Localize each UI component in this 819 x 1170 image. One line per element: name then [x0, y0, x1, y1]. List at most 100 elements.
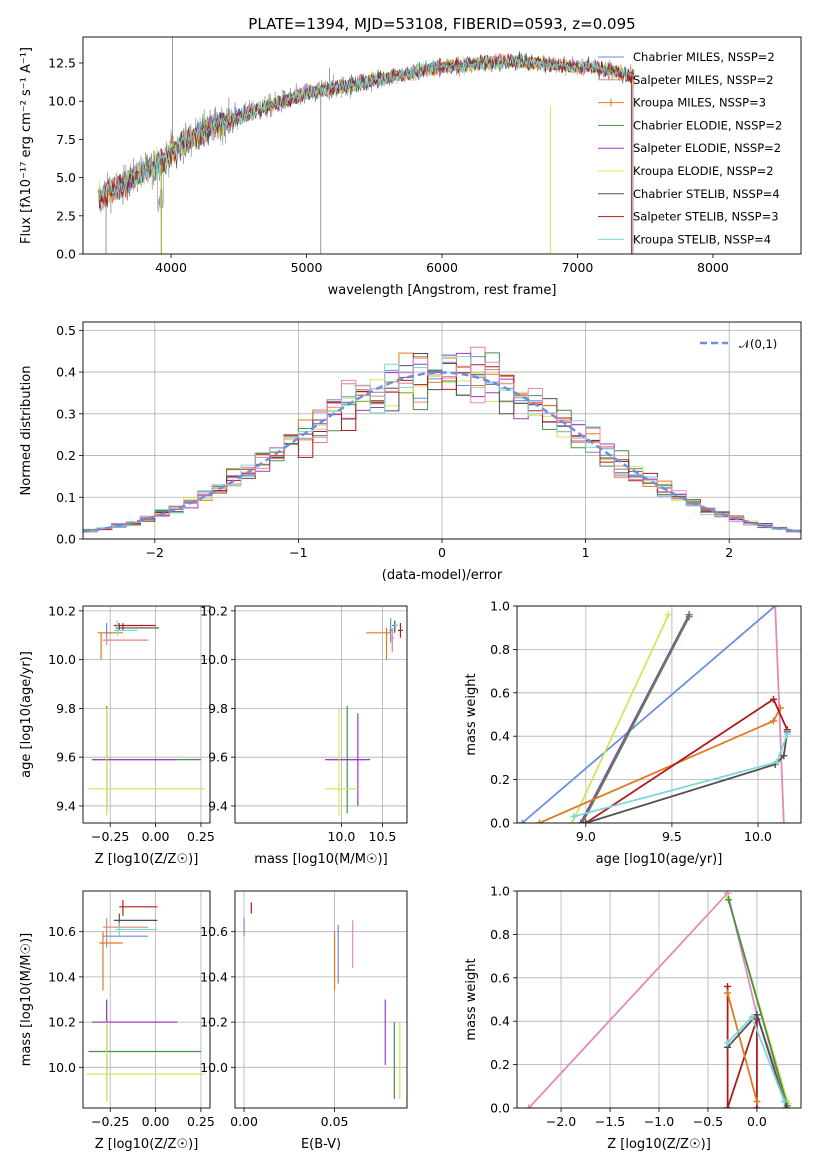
y-tick-label: 9.8: [56, 701, 76, 716]
legend-entry: Kroupa ELODIE, NSSP=2: [633, 164, 774, 178]
legend-entry: Chabrier STELIB, NSSP=4: [633, 187, 780, 201]
plot-area-c: [88, 620, 205, 816]
errorbar-point: [92, 999, 178, 1070]
errorbar-point: [119, 900, 158, 916]
y-axis-label: mass weight: [464, 673, 479, 755]
y-tick-label: 0.4: [56, 365, 76, 380]
panel-a: 4000 5000 6000 7000 8000 0.0 2.5 5.0 7.5 10.0 12.5…: [19, 15, 802, 298]
y-tick-label: 10.6: [48, 924, 76, 939]
model-spectrum-line: [98, 53, 635, 209]
y-tick-label: 0.4: [490, 1014, 510, 1029]
plot-area-g: [243, 902, 401, 1099]
plot-area-d: [325, 618, 403, 816]
legend-entry: Salpeter MILES, NSSP=2: [633, 73, 774, 87]
y-axis-label: Flux [fλ10⁻¹⁷ erg cm⁻² s⁻¹ A⁻¹]: [19, 47, 34, 244]
data-marker: [685, 613, 693, 621]
data-marker: [578, 819, 586, 823]
plot-area-b: [83, 346, 801, 533]
axes-frame: [234, 890, 408, 1109]
grid-d: [235, 606, 407, 823]
x-tick-label: −0.25: [91, 1114, 129, 1129]
data-marker: [780, 1097, 788, 1105]
data-marker: [782, 1104, 790, 1108]
y-axis-label: Normed distribution: [19, 366, 34, 496]
y-tick-label: 1.0: [490, 884, 510, 899]
data-marker: [753, 1011, 761, 1019]
x-axis-label: age [log10(age/yr)]: [596, 852, 723, 867]
model-spectrum-line: [98, 53, 635, 211]
errorbar-point: [366, 627, 391, 660]
y-tick-label: 10.0: [48, 94, 76, 109]
x-tick-label: 6000: [426, 260, 458, 275]
x-tick-label: 7000: [562, 260, 594, 275]
y-tick-label: 9.4: [208, 798, 228, 813]
y-tick-label: 0.2: [490, 772, 510, 787]
y-tick-label: 9.4: [56, 798, 76, 813]
mass-weight-line: [726, 992, 758, 1102]
mass-weight-line: [585, 731, 789, 823]
x-tick-label: 10.5: [369, 829, 397, 844]
axes-frame: [82, 36, 802, 255]
data-marker: [724, 1039, 732, 1047]
x-tick-label: −1.5: [595, 1114, 625, 1129]
x-axis-label: mass [log10(M/M☉)]: [254, 852, 387, 867]
mass-weight-line: [521, 606, 776, 823]
y-tick-label: 10.4: [200, 969, 228, 984]
errorbar-point: [104, 623, 113, 638]
data-marker: [724, 1104, 732, 1108]
legend-entry: Chabrier MILES, NSSP=2: [633, 50, 775, 64]
x-tick-label: −2.0: [546, 1114, 576, 1129]
errorbar-point: [115, 623, 160, 631]
model-spectrum-line: [99, 55, 635, 200]
data-marker: [769, 695, 777, 703]
grid-c: [83, 606, 210, 823]
x-tick-label: 0.25: [187, 1114, 215, 1129]
y-tick-label: 0.1: [56, 490, 76, 505]
y-tick-label: 0.2: [56, 448, 76, 463]
y-tick-label: 9.6: [208, 750, 228, 765]
data-marker: [582, 819, 590, 823]
y-tick-label: 0.8: [490, 927, 510, 942]
y-tick-label: 10.4: [48, 969, 76, 984]
legend: Chabrier MILES, NSSP=2 Salpeter MILES, NS…: [598, 50, 782, 246]
x-tick-label: 0: [438, 545, 446, 560]
y-tick-label: 9.8: [208, 701, 228, 716]
errorbar-point: [102, 924, 149, 948]
data-marker: [664, 611, 672, 619]
x-tick-label: 1: [582, 545, 590, 560]
x-tick-label: 2: [725, 545, 733, 560]
normal-reference-curve: [83, 371, 801, 533]
y-tick-label: 1.0: [490, 599, 510, 614]
legend-entry: Kroupa MILES, NSSP=3: [633, 96, 766, 110]
x-axis-label: Z [log10(Z/Z☉)]: [95, 852, 199, 867]
y-tick-label: 0.0: [490, 1101, 510, 1116]
model-spectrum-line: [98, 51, 635, 209]
mass-weight-line: [581, 616, 690, 823]
x-tick-label: 9.0: [576, 829, 596, 844]
x-tick-label: −1.0: [644, 1114, 674, 1129]
data-marker: [783, 730, 791, 738]
panel-h: −2.0 −1.5 −1.0 −0.5 0.0 0.0 0.2 0.4 0.6 0.8 1.0 Z […: [464, 884, 802, 1152]
x-axis-label: Z [log10(Z/Z☉)]: [607, 1137, 711, 1152]
y-tick-label: 10.6: [200, 924, 228, 939]
model-spectrum-line: [98, 53, 635, 208]
errorbar-point: [102, 918, 149, 941]
residual-histogram: [83, 355, 801, 533]
panel-c: −0.25 0.00 0.25 9.4 9.6 9.8 10.0 10.2 Z [log10(Z…: [19, 603, 215, 867]
mass-weight-line: [727, 899, 789, 1107]
y-tick-label: 12.5: [48, 55, 76, 70]
data-marker: [753, 1104, 761, 1108]
errorbar-point: [391, 627, 394, 653]
panel-d: 10.0 10.5 9.4 9.6 9.8 10.0 10.2 mass [log10(M/M…: [200, 603, 408, 867]
mass-weight-line: [539, 707, 782, 823]
data-marker: [724, 989, 732, 997]
data-marker: [771, 606, 779, 610]
y-axis-label: age [log10(age/yr)]: [19, 651, 34, 778]
data-marker: [769, 717, 777, 725]
errorbar-point: [92, 713, 178, 806]
x-tick-label: 4000: [155, 260, 187, 275]
y-axis-label: mass [log10(M/M☉)]: [19, 933, 34, 1066]
x-tick-label: 0.00: [230, 1114, 258, 1129]
data-marker: [570, 812, 578, 820]
